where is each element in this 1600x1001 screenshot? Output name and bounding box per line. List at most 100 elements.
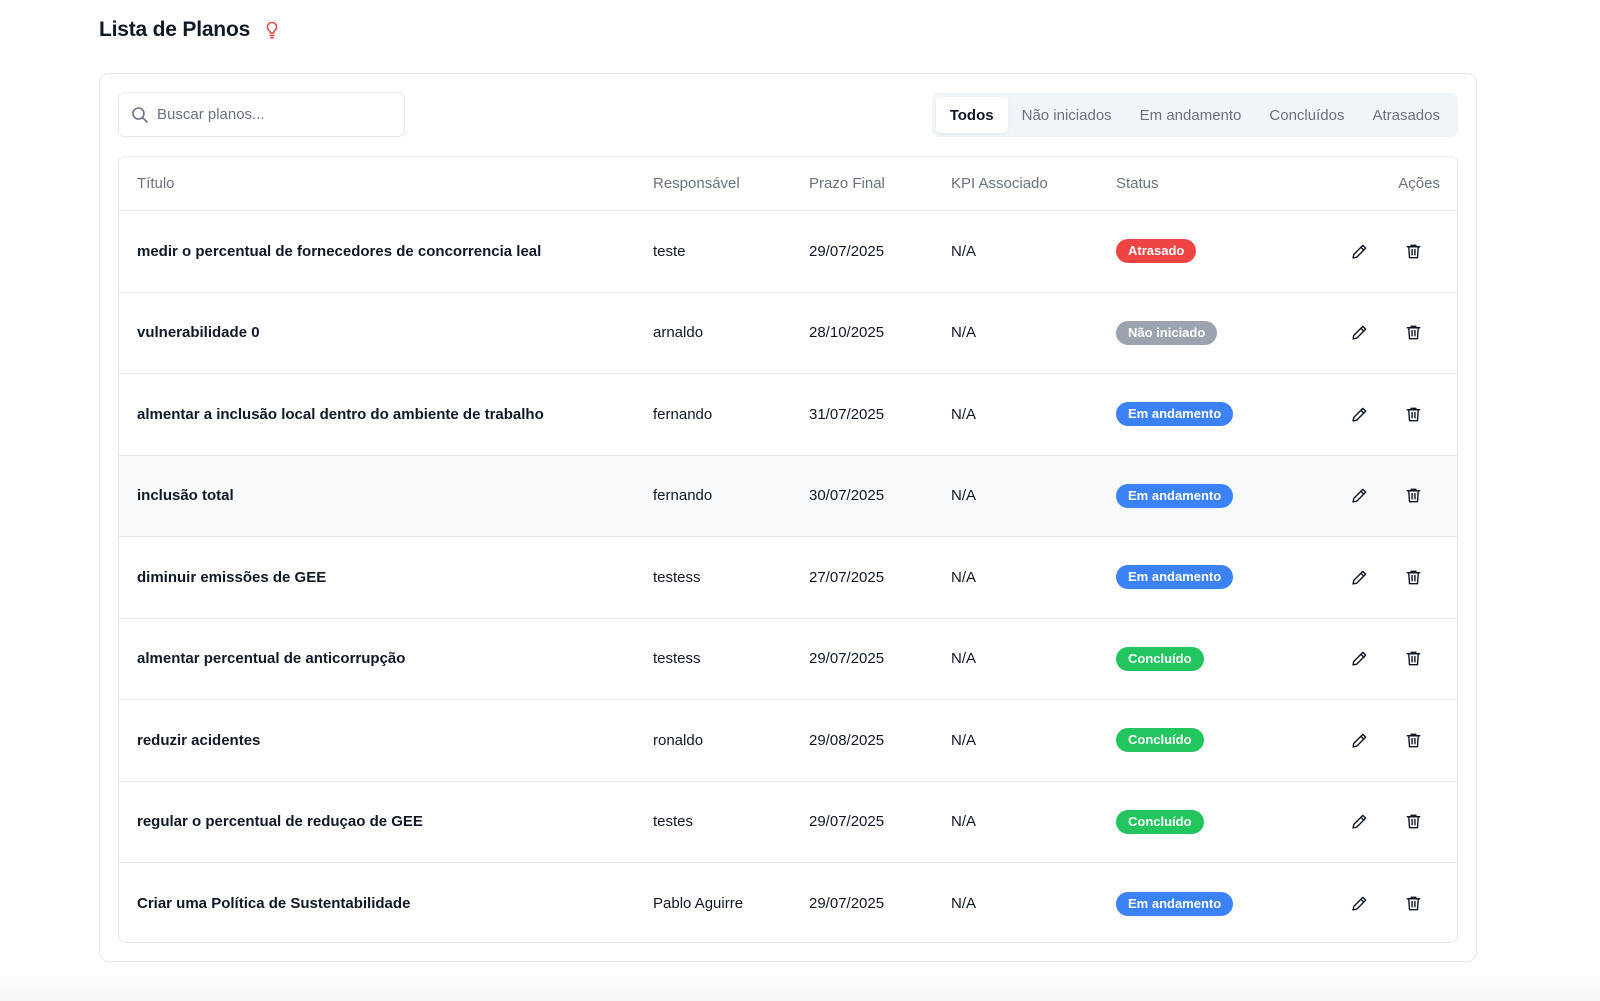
trash-icon	[1404, 405, 1423, 424]
pencil-icon	[1350, 486, 1369, 505]
edit-button[interactable]	[1332, 479, 1386, 513]
row-kpi: N/A	[951, 731, 977, 749]
delete-button[interactable]	[1386, 723, 1440, 757]
edit-button[interactable]	[1332, 234, 1386, 268]
status-badge: Em andamento	[1116, 565, 1234, 590]
status-badge: Concluído	[1116, 646, 1204, 671]
row-actions	[1316, 397, 1457, 431]
edit-button[interactable]	[1332, 397, 1386, 431]
status-badge: Em andamento	[1116, 483, 1234, 508]
row-kpi: N/A	[951, 405, 977, 423]
edit-button[interactable]	[1332, 316, 1386, 350]
row-deadline: 27/07/2025	[809, 568, 885, 586]
pencil-icon	[1350, 242, 1369, 261]
edit-button[interactable]	[1332, 805, 1386, 839]
row-responsible: testes	[653, 813, 694, 831]
tab-todos[interactable]: Todos	[935, 97, 1008, 133]
trash-icon	[1404, 731, 1423, 750]
page-header: Lista de Planos	[99, 18, 280, 42]
row-responsible: ronaldo	[653, 731, 704, 749]
row-actions	[1316, 642, 1457, 676]
status-badge: Concluído	[1116, 809, 1204, 834]
delete-button[interactable]	[1386, 560, 1440, 594]
edit-button[interactable]	[1332, 723, 1386, 757]
edit-button[interactable]	[1332, 560, 1386, 594]
column-header-actions: Ações	[1316, 175, 1457, 192]
search-input[interactable]	[157, 106, 397, 123]
tab-em-andamento[interactable]: Em andamento	[1139, 106, 1242, 124]
row-deadline: 29/07/2025	[809, 650, 885, 668]
column-header-responsible: Responsável	[653, 175, 740, 192]
row-title: Criar uma Política de Sustentabilidade	[137, 895, 411, 913]
pencil-icon	[1350, 405, 1369, 424]
delete-button[interactable]	[1386, 316, 1440, 350]
delete-button[interactable]	[1386, 887, 1440, 921]
column-header-title: Título	[137, 175, 175, 192]
row-actions	[1316, 805, 1457, 839]
table-row[interactable]: inclusão total fernando 30/07/2025 N/A Em an…	[119, 455, 1457, 537]
status-badge: Não iniciado	[1116, 320, 1218, 345]
trash-icon	[1404, 812, 1423, 831]
delete-button[interactable]	[1386, 397, 1440, 431]
lightbulb-icon[interactable]	[264, 20, 280, 40]
table-row[interactable]: diminuir emissões de GEE testess 27/07/202…	[119, 537, 1457, 619]
trash-icon	[1404, 242, 1423, 261]
row-deadline: 29/07/2025	[809, 813, 885, 831]
row-title: vulnerabilidade 0	[137, 324, 260, 342]
table-row[interactable]: medir o percentual de fornecedores de co…	[119, 211, 1457, 293]
row-deadline: 29/08/2025	[809, 731, 885, 749]
table-row[interactable]: vulnerabilidade 0 arnaldo 28/10/2025 N/A Não…	[119, 293, 1457, 374]
trash-icon	[1404, 323, 1423, 342]
row-status: Em andamento	[1116, 402, 1316, 427]
tab-concluidos[interactable]: Concluídos	[1269, 106, 1345, 124]
pencil-icon	[1350, 812, 1369, 831]
pencil-icon	[1350, 894, 1369, 913]
pencil-icon	[1350, 568, 1369, 587]
table-row[interactable]: almentar a inclusão local dentro do ambi…	[119, 374, 1457, 456]
row-deadline: 31/07/2025	[809, 405, 885, 423]
row-kpi: N/A	[951, 895, 977, 913]
search-box[interactable]	[118, 92, 405, 137]
row-status: Atrasado	[1116, 239, 1316, 264]
row-kpi: N/A	[951, 324, 977, 342]
column-header-status: Status	[1116, 175, 1159, 192]
row-status: Em andamento	[1116, 565, 1316, 590]
table-row[interactable]: regular o percentual de reduçao de GEE te…	[119, 782, 1457, 863]
trash-icon	[1404, 568, 1423, 587]
row-deadline: 28/10/2025	[809, 324, 885, 342]
pencil-icon	[1350, 731, 1369, 750]
row-deadline: 29/07/2025	[809, 895, 885, 913]
row-actions	[1316, 316, 1457, 350]
row-title: almentar a inclusão local dentro do ambi…	[137, 405, 544, 423]
row-title: almentar percentual de anticorrupção	[137, 650, 406, 668]
row-actions	[1316, 560, 1457, 594]
edit-button[interactable]	[1332, 642, 1386, 676]
delete-button[interactable]	[1386, 234, 1440, 268]
row-kpi: N/A	[951, 487, 977, 505]
row-title: diminuir emissões de GEE	[137, 568, 327, 586]
trash-icon	[1404, 894, 1423, 913]
row-status: Em andamento	[1116, 483, 1316, 508]
pencil-icon	[1350, 649, 1369, 668]
row-kpi: N/A	[951, 242, 977, 260]
row-responsible: fernando	[653, 405, 713, 423]
trash-icon	[1404, 486, 1423, 505]
table-row[interactable]: almentar percentual de anticorrupção test…	[119, 619, 1457, 700]
edit-button[interactable]	[1332, 887, 1386, 921]
row-kpi: N/A	[951, 568, 977, 586]
delete-button[interactable]	[1386, 642, 1440, 676]
column-header-deadline: Prazo Final	[809, 175, 885, 192]
tab-nao-iniciados[interactable]: Não iniciados	[1021, 106, 1112, 124]
plans-card: Todos Não iniciados Em andamento Concluídos…	[99, 73, 1477, 962]
status-badge: Concluído	[1116, 728, 1204, 753]
delete-button[interactable]	[1386, 805, 1440, 839]
pencil-icon	[1350, 323, 1369, 342]
row-responsible: teste	[653, 242, 686, 260]
delete-button[interactable]	[1386, 479, 1440, 513]
table-row[interactable]: Criar uma Política de Sustentabilidade Pa…	[119, 863, 1457, 942]
tab-atrasados[interactable]: Atrasados	[1372, 106, 1440, 124]
table-header: Título Responsável Prazo Final KPI Assoc…	[119, 157, 1457, 211]
table-row[interactable]: reduzir acidentes ronaldo 29/08/2025 N/A Con…	[119, 700, 1457, 782]
status-badge: Atrasado	[1116, 239, 1197, 264]
